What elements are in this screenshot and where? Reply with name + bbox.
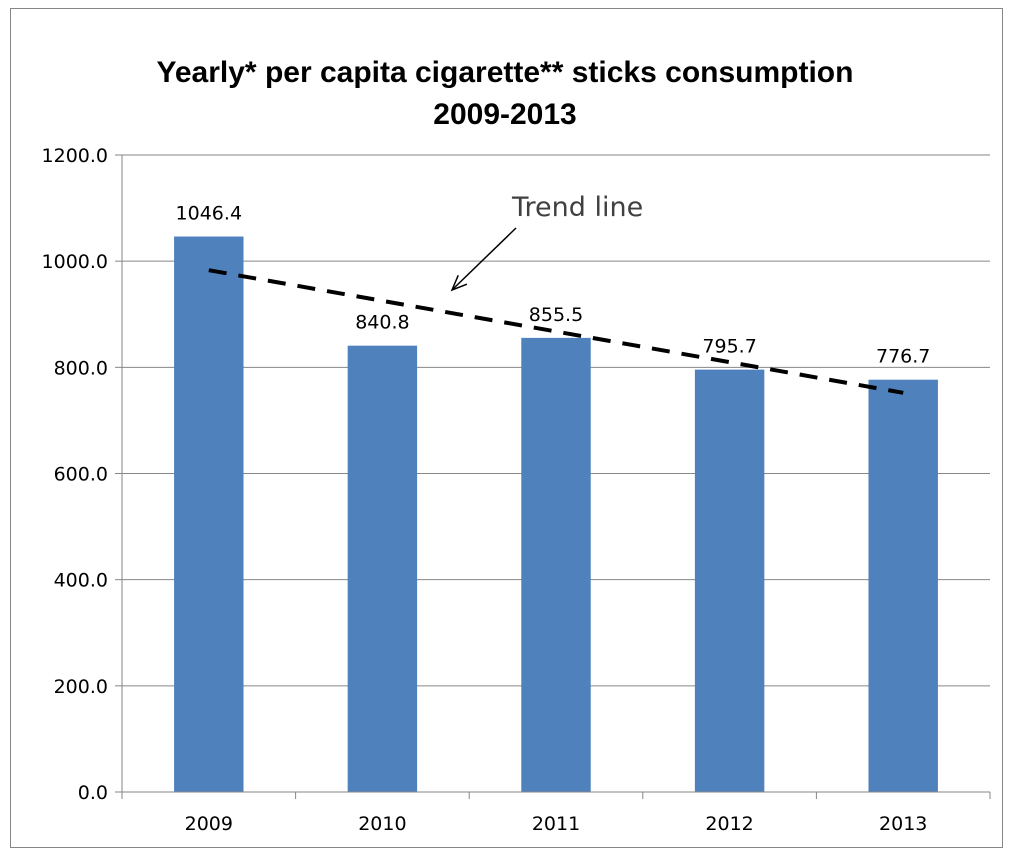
trend-line: [208, 268, 904, 395]
trend-line-group: Trend line: [208, 192, 904, 395]
data-label-2012: 795.7: [702, 336, 756, 358]
annotation-arrowhead: [450, 274, 468, 292]
y-tick-label: 0.0: [78, 782, 108, 804]
data-label-2013: 776.7: [876, 346, 930, 368]
x-tick-label-2011: 2011: [532, 813, 580, 835]
annotation-arrow: [451, 227, 517, 291]
y-tick-label: 600.0: [54, 464, 108, 486]
data-labels: 1046.4 840.8 855.5 795.7 776.7: [176, 203, 931, 368]
y-tick-label: 1000.0: [42, 251, 108, 273]
trend-line-annotation: Trend line: [511, 192, 643, 223]
data-label-2011: 855.5: [529, 304, 583, 326]
y-tick-label: 400.0: [54, 570, 108, 592]
chart-title-line2: 2009-2013: [433, 98, 576, 131]
data-label-2009: 1046.4: [176, 203, 242, 225]
data-label-2010: 840.8: [355, 312, 409, 334]
axes: 0.0 200.0 400.0 600.0 800.0 1000.0 1200.0 2009 2…: [42, 145, 991, 835]
y-tick-label: 1200.0: [42, 145, 108, 167]
x-tick-label-2012: 2012: [705, 813, 753, 835]
bar-2011: [521, 337, 591, 792]
gridlines: [122, 154, 990, 687]
x-tick-label-2010: 2010: [358, 813, 406, 835]
bar-2013: [868, 379, 938, 792]
y-tick-label: 200.0: [54, 676, 108, 698]
y-tick-label: 800.0: [54, 357, 108, 379]
bar-2010: [347, 345, 418, 792]
x-tick-label-2009: 2009: [185, 813, 233, 835]
chart-title-line1: Yearly* per capita cigarette** sticks co…: [157, 56, 854, 89]
bar-2009: [174, 236, 244, 792]
bar-2012: [694, 369, 765, 792]
x-tick-label-2013: 2013: [879, 813, 927, 835]
bars: [174, 236, 938, 792]
